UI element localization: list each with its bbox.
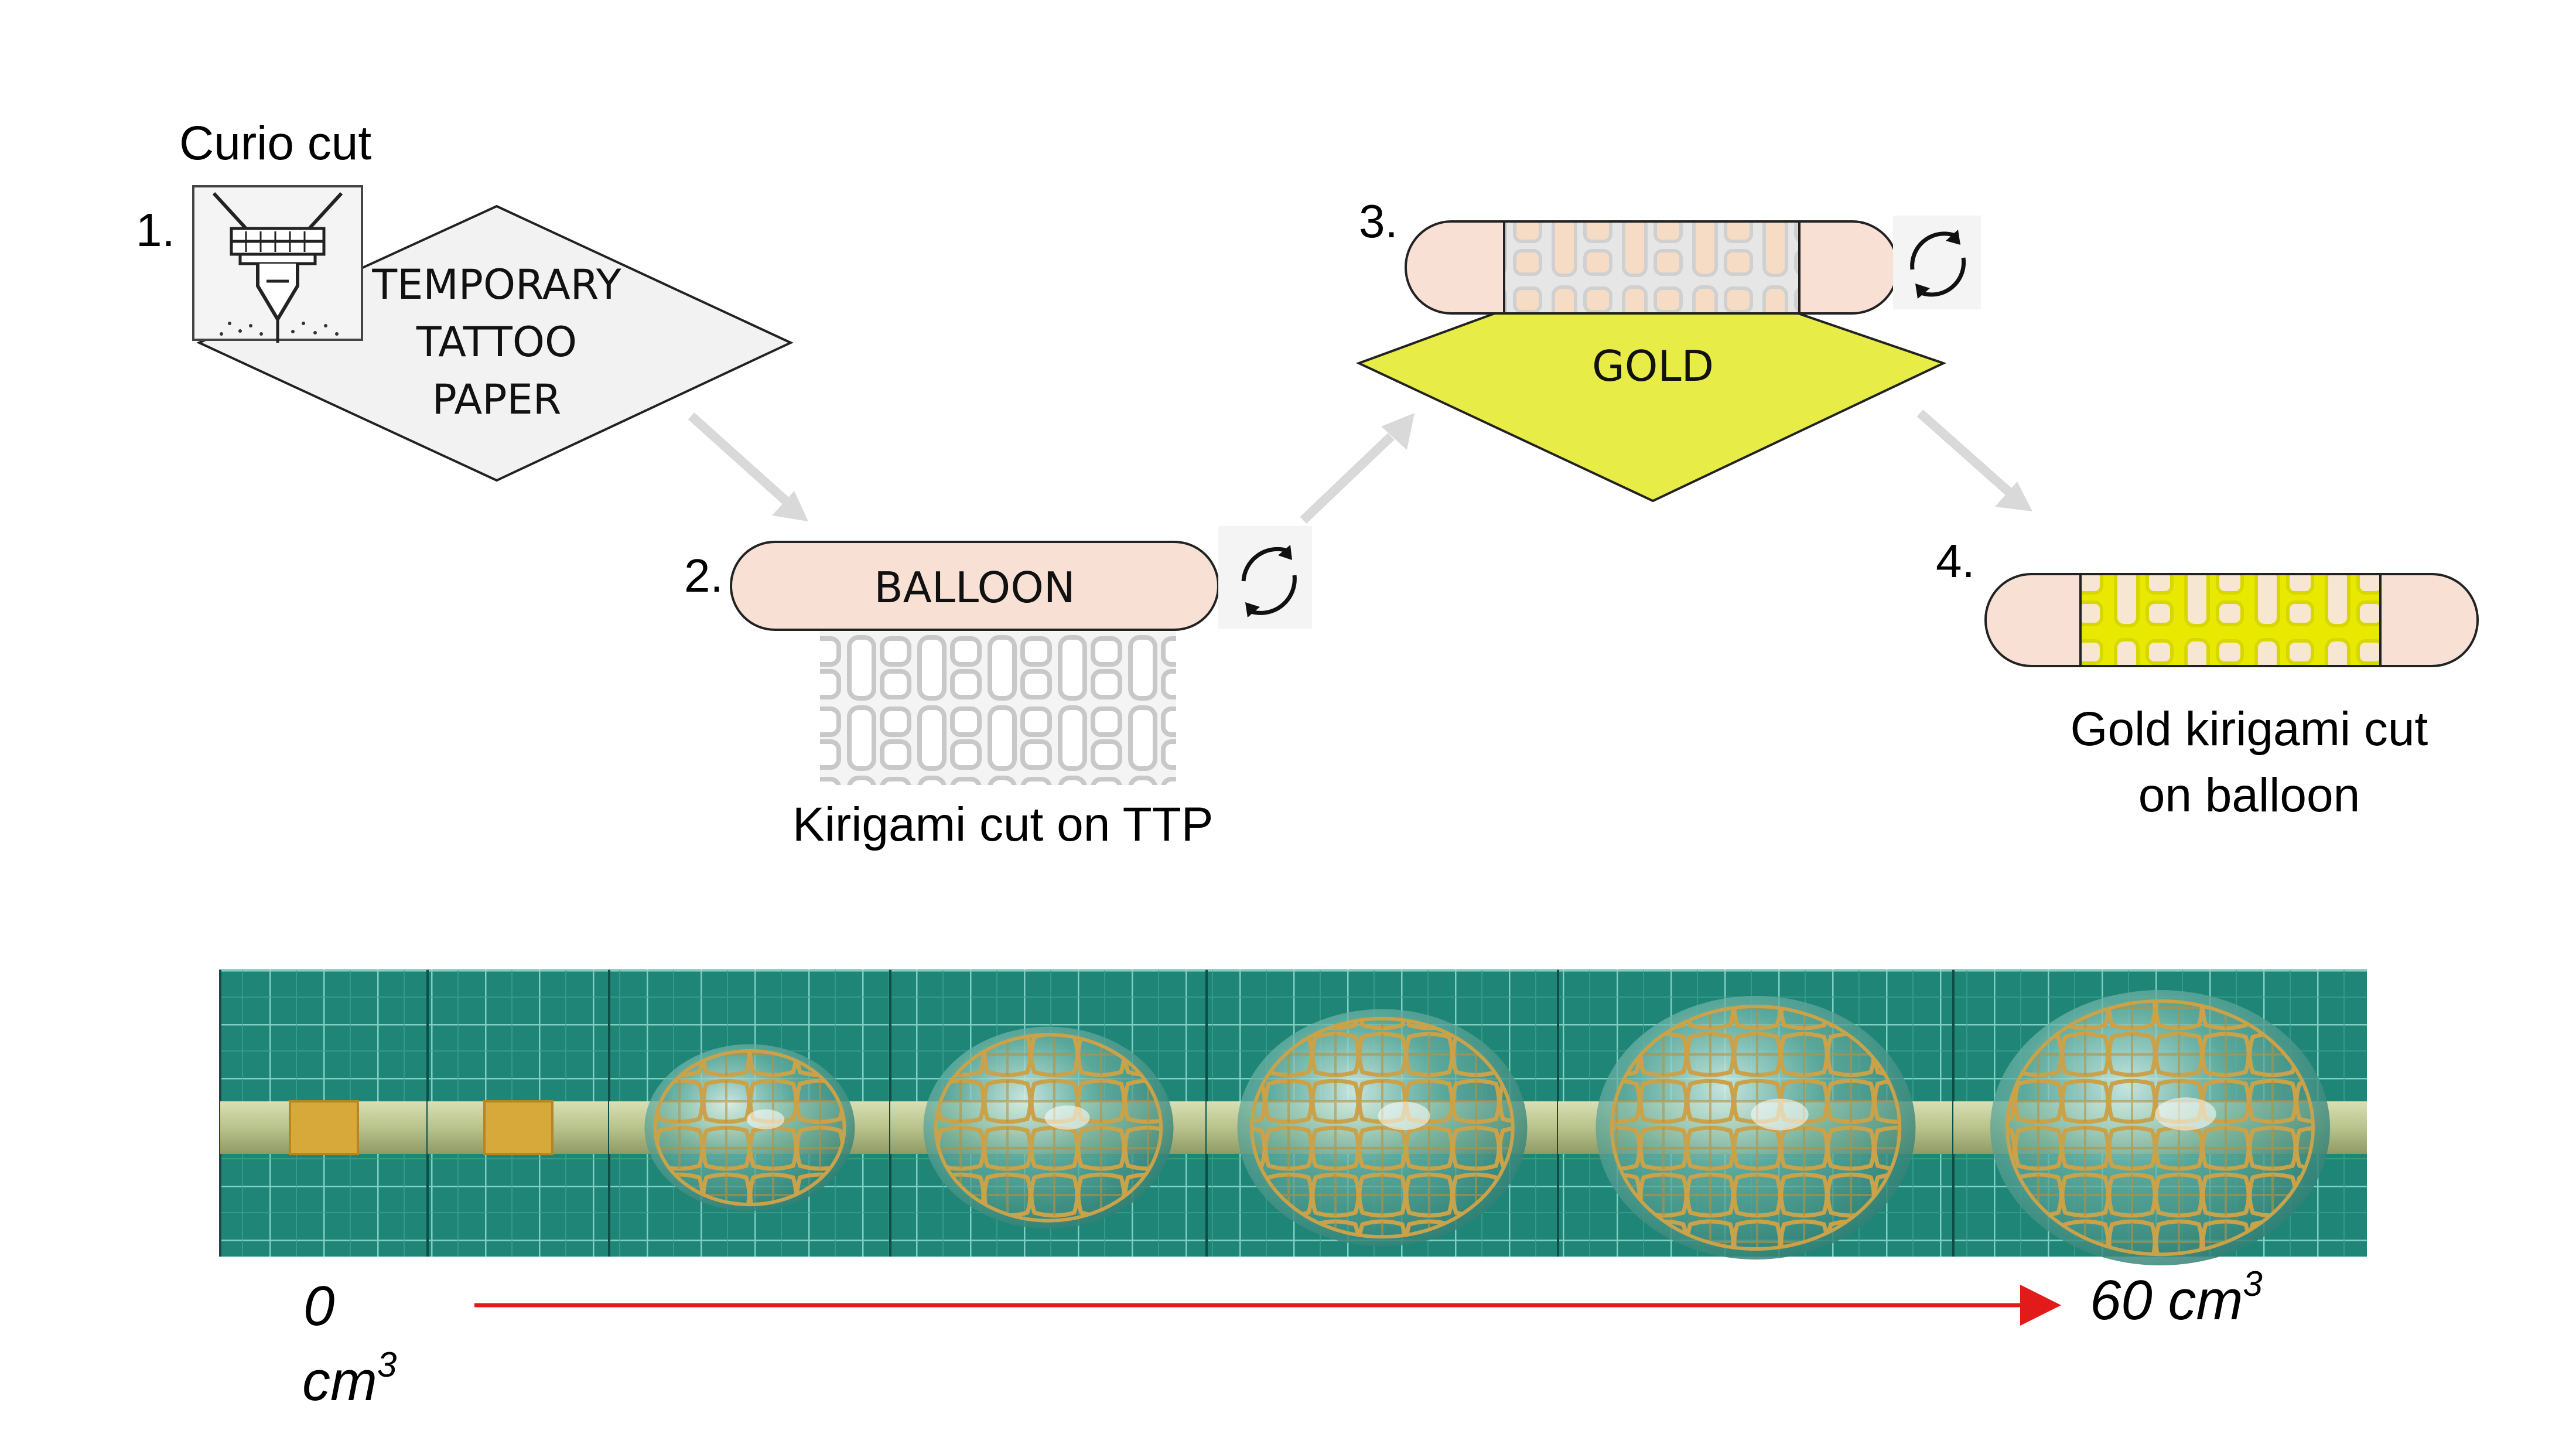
start-volume-unit: cm3 [302, 1345, 397, 1412]
gold-kirigami-net [653, 1049, 846, 1207]
flow-arrow-2 [1300, 413, 1415, 524]
ttp-pattern-on-balloon [1503, 220, 1801, 315]
step-1-number: 1. [136, 204, 175, 256]
step-4-caption-line-1: Gold kirigami cut [2071, 702, 2428, 756]
end-volume-superscript: 3 [2243, 1264, 2262, 1303]
sheet-label-line-2: TATTOO [416, 318, 577, 366]
step-1: 1. Curio cut TEMPORARY TATTOO PAPER [136, 117, 794, 482]
cutter-icon [192, 185, 363, 343]
balloon-highlight [1378, 1101, 1430, 1131]
step-3-number: 3. [1359, 195, 1398, 247]
balloon-highlight [1044, 1105, 1090, 1130]
end-volume-label: 60 cm3 [2090, 1264, 2263, 1332]
balloon-label: BALLOON [874, 563, 1075, 612]
step-2-caption: Kirigami cut on TTP [792, 798, 1214, 851]
gold-label: GOLD [1592, 342, 1714, 391]
kirigami-ttp-sheet [820, 632, 1176, 785]
balloon-highlight [746, 1109, 785, 1129]
photo-frame [426, 970, 609, 1257]
photo-frame [1952, 970, 2367, 1265]
gold-band-deflated [289, 1100, 359, 1155]
photo-frame [608, 970, 890, 1257]
flow-arrow-1 [688, 412, 808, 521]
photo-frame [1557, 970, 1953, 1260]
step-2: 2. BALLOON Kirigami cut on TTP [684, 526, 1312, 851]
start-unit-text: cm [302, 1350, 377, 1412]
start-volume-value: 0 [303, 1275, 334, 1337]
inflation-photo-strip [219, 970, 2367, 1265]
step-3: 3. GOLD [1355, 195, 1981, 503]
sheet-label-line-1: TEMPORARY [371, 261, 621, 309]
step-4-number: 4. [1936, 535, 1975, 587]
volume-scale: 0 cm3 60 cm3 [302, 1264, 2263, 1412]
step-4-caption-line-2: on balloon [2138, 769, 2360, 822]
start-unit-superscript: 3 [377, 1345, 397, 1384]
curio-cut-label: Curio cut [179, 117, 371, 170]
gold-band-deflated [483, 1100, 554, 1155]
photo-frame [889, 970, 1207, 1257]
gold-kirigami-net [1610, 1005, 1902, 1251]
balloon-highlight [1751, 1098, 1809, 1131]
step-2-number: 2. [684, 549, 723, 602]
rotate-icon [1893, 216, 1981, 309]
gold-kirigami-net [2006, 999, 2315, 1257]
flow-arrow-3 [1916, 409, 2032, 511]
gold-kirigami-net [1250, 1016, 1515, 1239]
end-volume-text: 60 cm [2090, 1269, 2243, 1332]
step-4: 4. Gold kirigami cut on balloon [1936, 535, 2479, 822]
gold-sheet [1355, 312, 1947, 503]
temporary-tattoo-paper-sheet [196, 204, 794, 482]
balloon-highlight [2155, 1097, 2216, 1131]
photo-frame [1205, 970, 1558, 1257]
gold-pattern-on-balloon [2079, 573, 2382, 667]
photo-frame [219, 970, 428, 1257]
sheet-label-line-3: PAPER [432, 376, 562, 424]
rotate-icon [1218, 526, 1312, 629]
gold-kirigami-net [934, 1033, 1163, 1223]
